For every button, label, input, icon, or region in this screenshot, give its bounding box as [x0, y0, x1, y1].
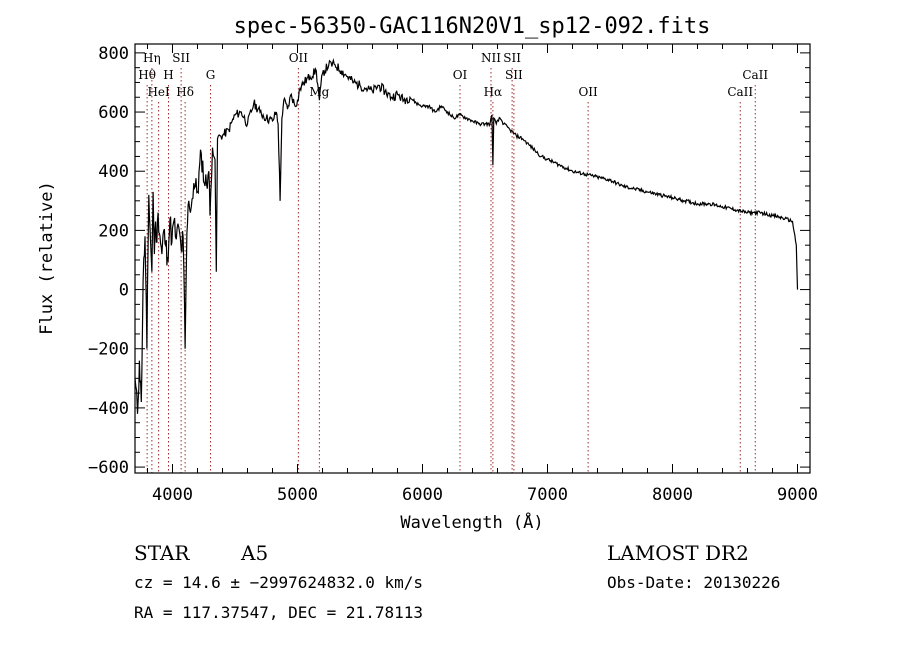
y-tick-label: 800: [98, 44, 129, 64]
line-marker-label: SII: [503, 51, 521, 65]
spectrum-line: [134, 57, 799, 414]
line-marker-label: SII: [172, 51, 190, 65]
y-tick-label: −600: [88, 458, 129, 478]
object-subclass: A5: [241, 541, 269, 565]
line-marker-label: G: [206, 68, 216, 82]
y-tick-label: −400: [88, 399, 129, 419]
line-marker-label: SII: [505, 68, 523, 82]
axis-ticks: 4000 5000 6000 7000 8000 9000 800 600 400 200 0 −20…: [88, 44, 818, 505]
redshift-text: cz = 14.6 ± −2997624832.0 km/s: [134, 573, 423, 592]
line-marker-label: Hδ: [176, 85, 194, 99]
line-marker-label: CaII: [742, 68, 768, 82]
line-marker-label: Hα: [484, 85, 503, 99]
line-marker-label: OII: [289, 51, 309, 65]
line-marker-label: NII: [481, 51, 501, 65]
plot-frame: [134, 43, 811, 474]
line-marker-label: OII: [578, 85, 598, 99]
line-marker-label: OI: [453, 68, 468, 82]
object-class: STAR: [134, 541, 190, 565]
x-axis-label: Wavelength (Å): [400, 511, 543, 533]
ra-dec-text: RA = 117.37547, DEC = 21.78113: [134, 603, 423, 622]
y-tick-label: 600: [98, 103, 129, 123]
y-tick-label: 400: [98, 162, 129, 182]
line-marker-label: Hη: [143, 51, 161, 65]
x-tick-label: 4000: [152, 485, 193, 505]
survey-label: LAMOST DR2: [607, 541, 749, 565]
x-tick-label: 8000: [652, 485, 693, 505]
line-marker-label: CaII: [727, 85, 753, 99]
y-tick-label: 200: [98, 221, 129, 241]
y-axis-label: Flux (relative): [37, 181, 57, 335]
x-tick-label: 6000: [402, 485, 443, 505]
y-tick-label: −200: [88, 340, 129, 360]
line-marker-label: HeI: [147, 85, 170, 99]
line-marker-label: Hθ: [138, 68, 156, 82]
chart-title: spec-56350-GAC116N20V1_sp12-092.fits: [234, 14, 711, 39]
x-tick-label: 9000: [777, 485, 818, 505]
x-tick-label: 5000: [277, 485, 318, 505]
y-tick-label: 0: [119, 281, 129, 301]
x-tick-label: 7000: [527, 485, 568, 505]
obs-date-text: Obs-Date: 20130226: [607, 573, 781, 592]
line-marker-label: H: [163, 68, 173, 82]
